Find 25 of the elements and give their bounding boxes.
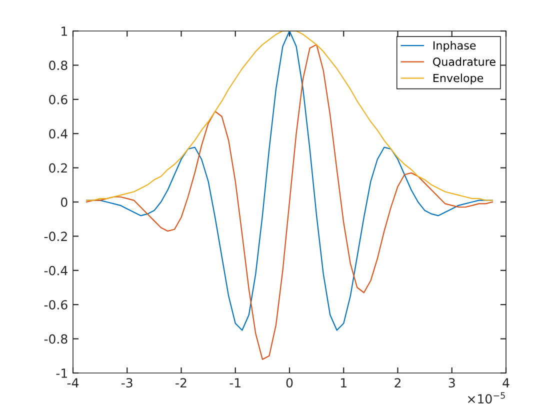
x-tick-label: 0 bbox=[286, 378, 293, 388]
x-tick-label: 4 bbox=[502, 378, 510, 388]
x-tick-label: -2 bbox=[176, 378, 186, 388]
y-tick-label: 1 bbox=[62, 26, 67, 36]
y-tick-label: 0.4 bbox=[49, 129, 68, 139]
legend-label: Quadrature bbox=[433, 57, 496, 68]
y-tick-label: -1 bbox=[56, 368, 67, 378]
y-tick-label: -0.2 bbox=[44, 232, 67, 242]
y-tick-label: 0.8 bbox=[49, 60, 68, 70]
y-tick-label: 0 bbox=[61, 197, 68, 207]
line-series bbox=[86, 31, 494, 201]
x-tick-label: 1 bbox=[341, 378, 346, 388]
x-tick-label: -4 bbox=[67, 378, 79, 388]
x-tick-label: -3 bbox=[122, 378, 132, 388]
y-tick-label: -0.4 bbox=[44, 266, 68, 276]
x-tick-label: 3 bbox=[448, 378, 455, 388]
y-tick-label: -0.6 bbox=[44, 300, 68, 310]
legend-label: Envelope bbox=[434, 74, 484, 84]
legend-label: Inphase bbox=[434, 41, 476, 52]
x-tick-label: 2 bbox=[394, 378, 400, 388]
x-tick-label: -1 bbox=[230, 378, 240, 388]
y-tick-label: 0.6 bbox=[49, 94, 68, 104]
y-tick-label: -0.8 bbox=[44, 334, 68, 344]
y-tick-label: 0.2 bbox=[49, 163, 67, 173]
text: ×10$^{−5}$ bbox=[468, 392, 505, 404]
